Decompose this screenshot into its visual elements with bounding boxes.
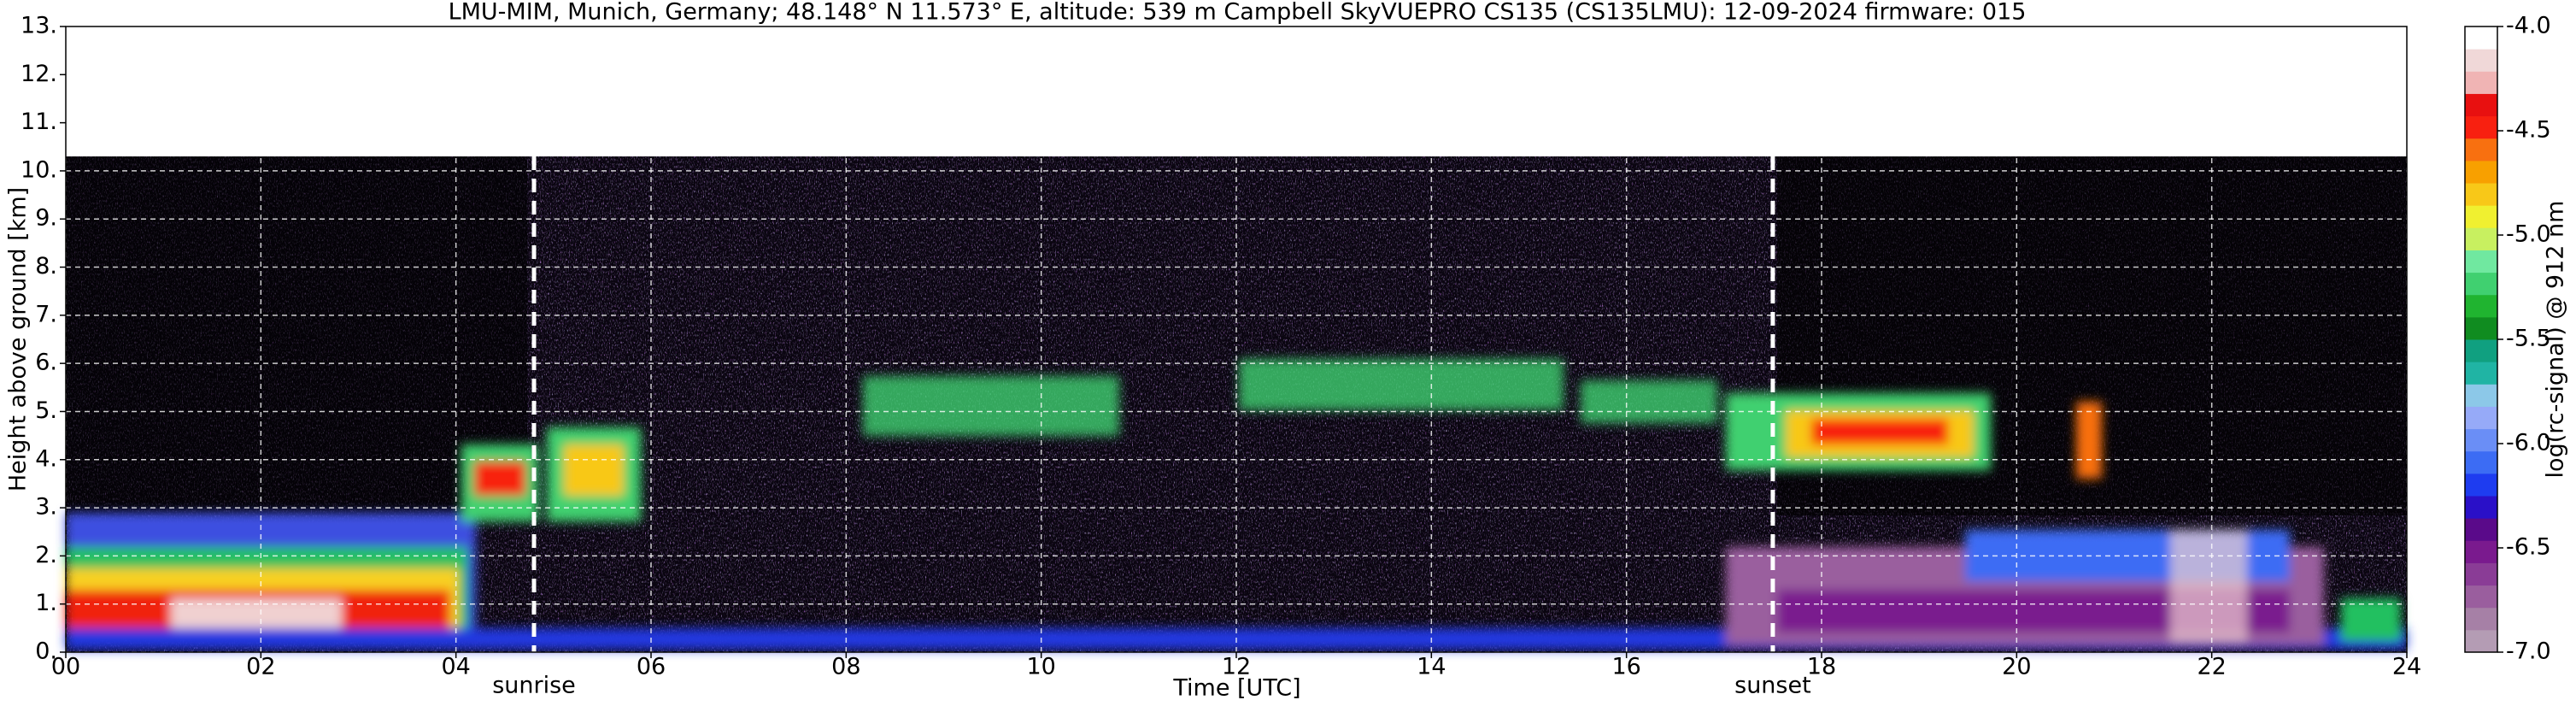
colorbar-tick-label: -7.0: [2506, 638, 2551, 665]
colorbar-tick-label: -6.5: [2506, 534, 2551, 561]
colorbar-swatch: [2465, 473, 2497, 497]
colorbar-swatch: [2465, 138, 2497, 162]
colorbar-swatch: [2465, 250, 2497, 274]
y-tick-label: 11.: [21, 109, 57, 135]
x-tick-label: 06: [637, 654, 666, 680]
x-tick-label: 02: [246, 654, 275, 680]
y-tick-label: 4.: [35, 445, 57, 472]
colorbar-tick-label: -6.0: [2506, 430, 2551, 456]
colorbar-label: log(rc-signal) @ 912 nm: [2543, 201, 2569, 479]
annotation-label: sunset: [1734, 673, 1811, 699]
y-tick-label: 10.: [21, 156, 57, 183]
colorbar-tick-label: -5.0: [2506, 221, 2551, 248]
x-tick-label: 10: [1026, 654, 1055, 680]
colorbar-swatch: [2465, 26, 2497, 50]
x-tick-label: 20: [2002, 654, 2031, 680]
y-tick-label: 2.: [35, 542, 57, 568]
colorbar-swatch: [2465, 160, 2497, 184]
annotation-label: sunrise: [492, 673, 576, 699]
y-axis-label: Height above ground [km]: [5, 187, 32, 491]
colorbar-tick-label: -4.5: [2506, 117, 2551, 144]
x-tick-label: 14: [1417, 654, 1446, 680]
x-tick-label: 16: [1611, 654, 1640, 680]
colorbar-swatch: [2465, 518, 2497, 541]
colorbar-swatch: [2465, 607, 2497, 631]
colorbar-swatch: [2465, 428, 2497, 452]
colorbar-swatch: [2465, 272, 2497, 296]
colorbar-swatch: [2465, 93, 2497, 117]
colorbar-swatch: [2465, 362, 2497, 385]
y-tick-label: 3.: [35, 494, 57, 521]
colorbar-swatch: [2465, 496, 2497, 519]
chart-title: LMU-MIM, Munich, Germany; 48.148° N 11.5…: [449, 0, 2027, 26]
colorbar-swatch: [2465, 562, 2497, 586]
x-tick-label: 08: [831, 654, 860, 680]
x-axis-label: Time [UTC]: [1172, 675, 1300, 702]
y-tick-label: 7.: [35, 301, 57, 327]
x-tick-label: 22: [2197, 654, 2226, 680]
y-tick-label: 5.: [35, 397, 57, 424]
x-tick-label: 24: [2392, 654, 2421, 680]
x-tick-label: 18: [1807, 654, 1836, 680]
colorbar-swatch: [2465, 227, 2497, 250]
colorbar-swatch: [2465, 406, 2497, 430]
x-tick-label: 12: [1222, 654, 1251, 680]
x-tick-label: 00: [51, 654, 80, 680]
x-tick-label: 04: [441, 654, 470, 680]
colorbar-swatch: [2465, 316, 2497, 340]
colorbar-swatch: [2465, 49, 2497, 72]
y-tick-label: 0.: [35, 638, 57, 665]
colorbar-tick-label: -4.0: [2506, 13, 2551, 39]
colorbar-swatch: [2465, 339, 2497, 362]
y-tick-label: 12.: [21, 61, 57, 87]
colorbar-swatch: [2465, 183, 2497, 206]
y-tick-label: 9.: [35, 205, 57, 232]
colorbar-swatch: [2465, 384, 2497, 407]
y-tick-label: 6.: [35, 350, 57, 376]
y-tick-label: 13.: [21, 13, 57, 39]
colorbar-swatch: [2465, 540, 2497, 563]
colorbar-swatch: [2465, 629, 2497, 653]
colorbar-swatch: [2465, 294, 2497, 318]
y-tick-label: 1.: [35, 590, 57, 616]
colorbar-swatch: [2465, 585, 2497, 609]
y-tick-label: 8.: [35, 253, 57, 279]
colorbar-swatch: [2465, 71, 2497, 94]
colorbar-tick-label: -5.5: [2506, 326, 2551, 352]
colorbar-swatch: [2465, 115, 2497, 139]
colorbar-swatch: [2465, 450, 2497, 474]
colorbar-swatch: [2465, 205, 2497, 228]
